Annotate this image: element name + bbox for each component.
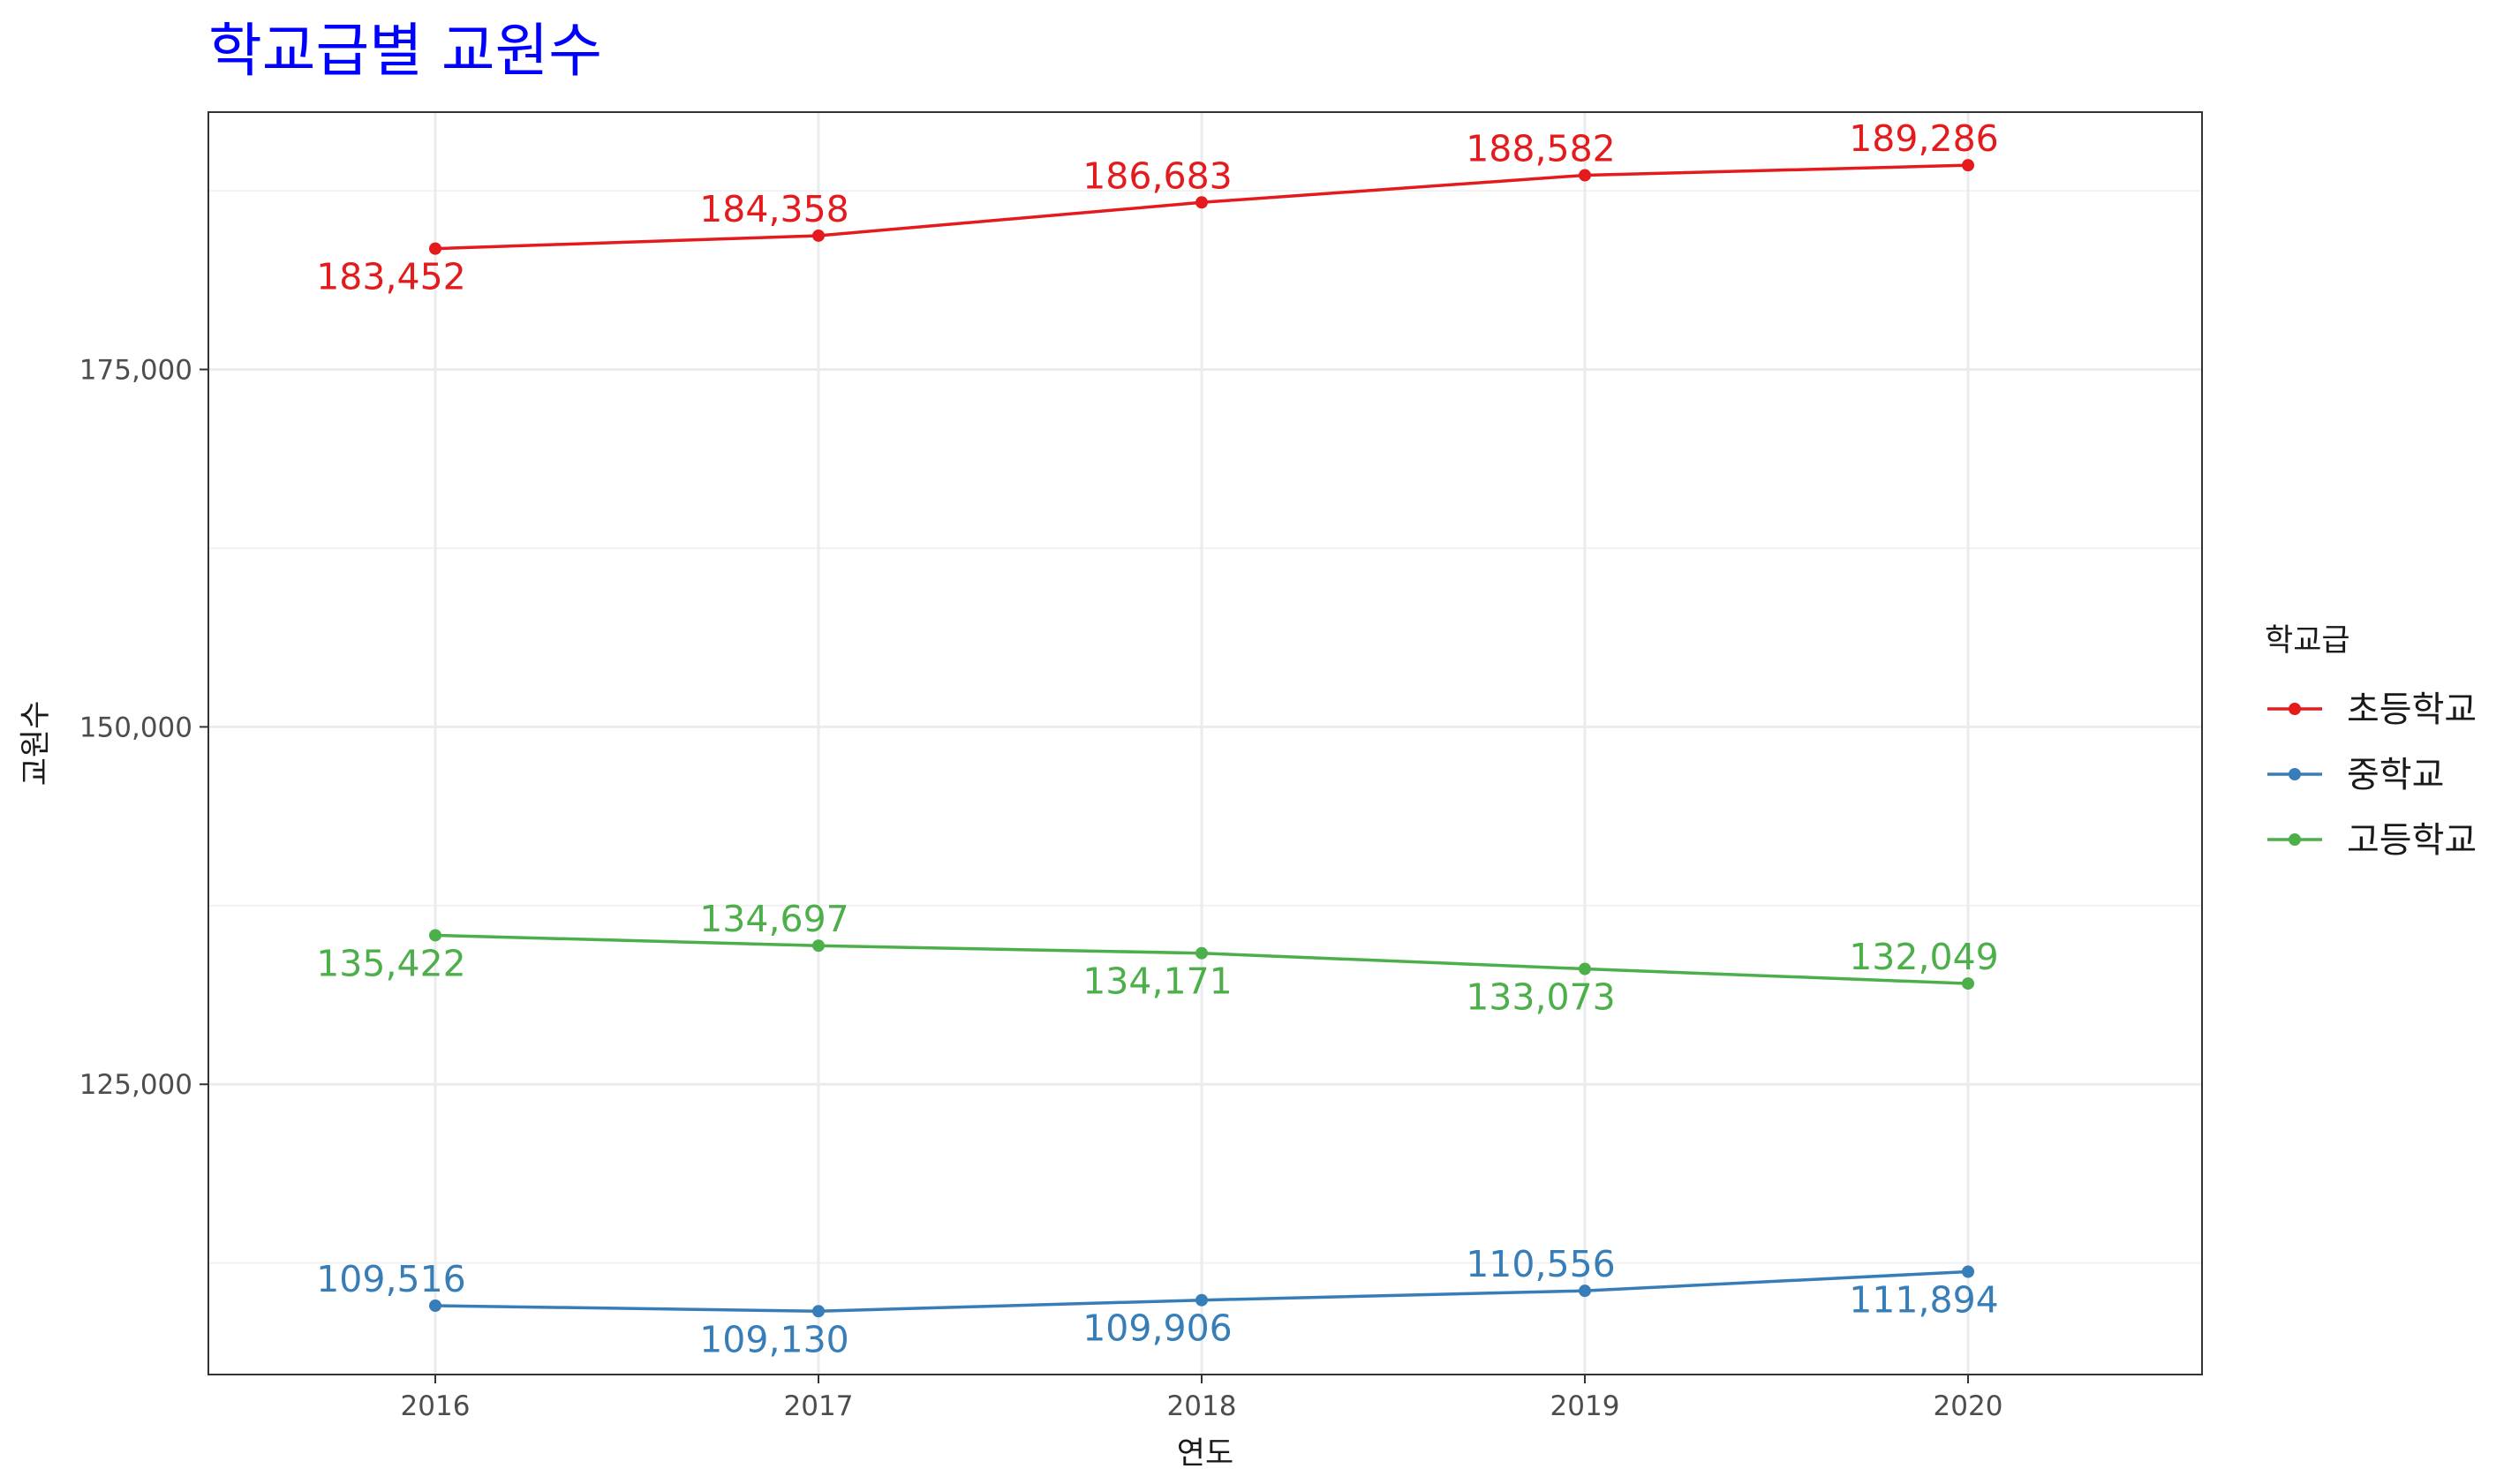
data-point	[1962, 977, 1974, 991]
data-point	[1195, 1293, 1208, 1307]
y-axis-title: 교원수	[19, 701, 54, 787]
data-point	[429, 1299, 441, 1313]
legend-label: 고등학교	[2347, 820, 2477, 861]
data-point	[812, 1305, 825, 1318]
y-tick-label: 175,000	[79, 355, 192, 387]
x-tick-label: 2016	[401, 1390, 471, 1422]
x-tick-label: 2018	[1167, 1390, 1237, 1422]
plot-border	[207, 111, 2203, 1375]
y-tick-label: 125,000	[79, 1069, 192, 1101]
data-point	[1195, 196, 1208, 209]
plot-background	[208, 112, 2202, 1375]
data-label: 132,049	[1849, 936, 1999, 978]
x-tick-label: 2019	[1550, 1390, 1620, 1422]
data-point	[1579, 169, 1591, 182]
data-point	[812, 939, 825, 953]
data-label: 186,683	[1082, 154, 1233, 197]
data-label: 184,358	[699, 188, 849, 230]
chart-title: 학교급별 교원수	[208, 17, 602, 85]
axes: 125,000 150,000 175,000 2016 2017 2018 2019 202…	[79, 111, 2203, 1422]
data-point	[429, 929, 441, 942]
legend-key-point	[2289, 768, 2301, 780]
data-label: 109,130	[699, 1318, 849, 1360]
data-point	[1579, 962, 1591, 976]
y-tick-label: 150,000	[79, 712, 192, 743]
data-label: 134,697	[699, 898, 849, 940]
x-tick-label: 2020	[1934, 1390, 2003, 1422]
data-label: 111,894	[1849, 1278, 1999, 1321]
data-label: 135,422	[316, 942, 466, 984]
data-label: 109,516	[316, 1258, 466, 1300]
data-label: 109,906	[1082, 1307, 1233, 1350]
x-tick-label: 2017	[784, 1390, 854, 1422]
data-point	[1579, 1284, 1591, 1298]
data-label: 189,286	[1849, 117, 1999, 160]
data-labels: 183,452 184,358 186,683 188,582 189,286 109,5…	[316, 117, 1999, 1360]
data-point	[429, 242, 441, 255]
data-point	[1195, 946, 1208, 960]
legend-title: 학교급	[2265, 623, 2350, 659]
plot-panel	[208, 112, 2202, 1375]
data-label: 133,073	[1466, 976, 1616, 1019]
gridlines	[208, 112, 2202, 1375]
legend-label: 초등학교	[2347, 689, 2477, 730]
data-label: 110,556	[1466, 1243, 1616, 1285]
data-label: 134,171	[1082, 960, 1233, 1003]
x-axis-title: 연도	[1177, 1436, 1233, 1472]
legend-key-point	[2289, 833, 2301, 846]
data-point	[1962, 159, 1974, 172]
data-point	[812, 229, 825, 242]
legend-label: 중학교	[2347, 755, 2444, 795]
legend-key-point	[2289, 703, 2301, 715]
data-label: 183,452	[316, 256, 466, 298]
data-point	[1962, 1265, 1974, 1278]
data-label: 188,582	[1466, 128, 1616, 170]
series-layer	[429, 159, 1974, 1318]
